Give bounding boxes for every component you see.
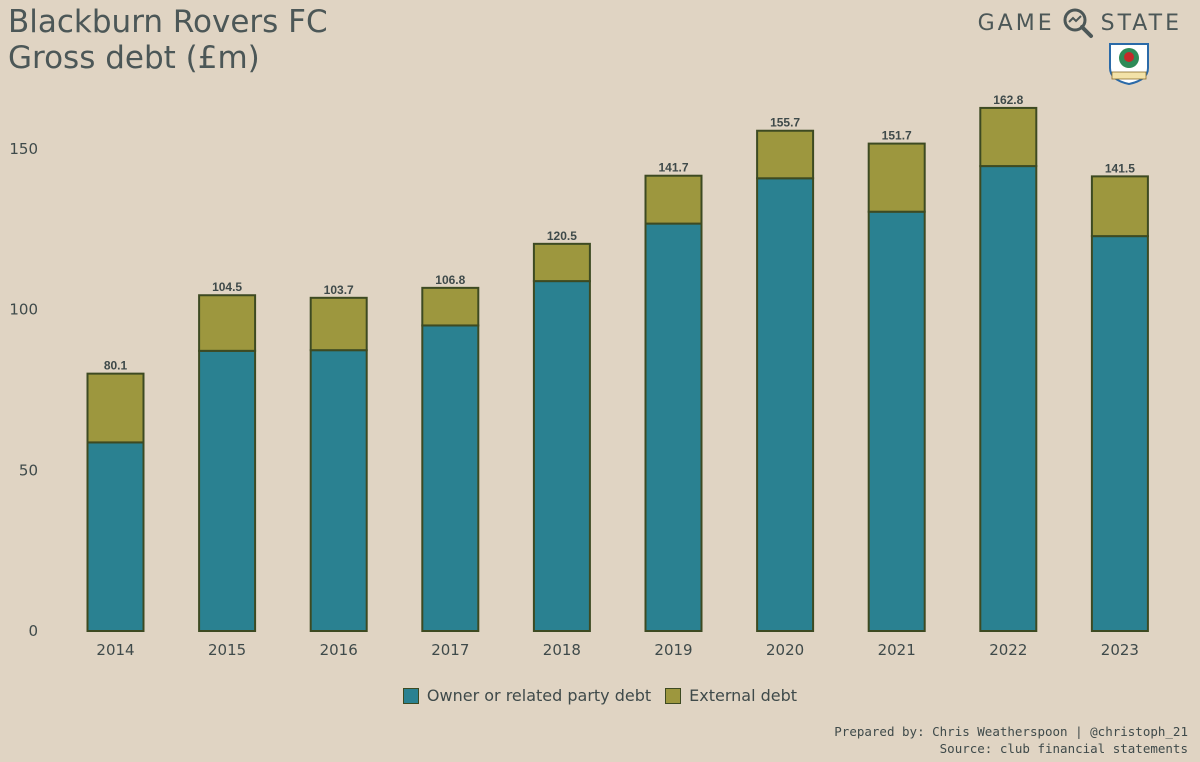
y-tick-label: 50 [19,461,38,479]
x-tick-label: 2015 [208,641,246,659]
bar-external-debt [756,129,815,180]
bar-external-debt [644,174,703,225]
bar-total-label: 80.1 [104,359,128,373]
bar-total-label: 141.7 [658,161,688,175]
bar-owner-debt [86,441,145,633]
x-tick-label: 2022 [989,641,1027,659]
x-tick-label: 2016 [320,641,358,659]
bar-owner-debt [1090,235,1149,632]
bar-owner-debt [867,210,926,633]
brand-word-left: GAME [977,10,1055,36]
game-state-logo: GAME STATE [978,6,1182,40]
prepared-by: Prepared by: Chris Weatherspoon | @chris… [834,724,1188,739]
bar-external-debt [86,372,145,444]
bar-owner-debt [421,324,480,632]
footer-credits: Prepared by: Chris Weatherspoon | @chris… [834,723,1188,757]
legend: Owner or related party debt External deb… [0,686,1200,705]
bar-owner-debt [756,177,815,632]
bar-total-label: 151.7 [882,129,912,143]
x-tick-label: 2023 [1101,641,1139,659]
bar-total-label: 162.8 [993,93,1023,107]
y-tick-label: 0 [28,622,38,640]
chart-title: Blackburn Rovers FC Gross debt (£m) [8,4,328,76]
legend-label-external-debt: External debt [689,686,798,705]
x-axis: 2014 2015 2016 2017 2018 2019 2020 2021 2022 2023 [96,641,1139,659]
x-tick-label: 2019 [654,641,692,659]
y-tick-label: 100 [9,301,38,319]
x-tick-label: 2017 [431,641,469,659]
bar-total-label: 106.8 [435,273,465,287]
bars [86,106,1149,633]
legend-item-external-debt: External debt [665,686,797,705]
legend-swatch-owner-debt [402,687,419,704]
bar-external-debt [532,242,591,283]
bar-owner-debt [309,349,368,632]
legend-swatch-external-debt [665,687,682,704]
bar-total-label: 104.5 [212,280,242,294]
bar-external-debt [421,286,480,327]
y-axis: 0 50 100 150 [9,140,38,640]
club-crest-icon [1109,43,1149,86]
y-tick-label: 150 [9,140,38,158]
title-line-1: Blackburn Rovers FC [8,4,328,40]
bar-external-debt [979,106,1038,168]
bar-external-debt [1090,175,1149,238]
bar-total-label: 103.7 [324,283,354,297]
bar-total-label: 155.7 [770,116,800,130]
bar-external-debt [867,142,926,213]
bar-owner-debt [979,165,1038,633]
brand-word-right: STATE [1100,10,1182,36]
title-line-2: Gross debt (£m) [8,40,260,76]
bar-total-label: 120.5 [547,229,577,243]
magnifier-icon [1063,8,1093,38]
source-note: Source: club financial statements [939,741,1188,756]
bar-external-debt [198,294,257,352]
x-tick-label: 2014 [96,641,134,659]
bar-owner-debt [198,349,257,632]
bar-external-debt [309,296,368,352]
bar-owner-debt [532,280,591,632]
x-tick-label: 2021 [878,641,916,659]
x-tick-label: 2020 [766,641,804,659]
legend-item-owner-debt: Owner or related party debt [402,686,652,705]
x-tick-label: 2018 [543,641,581,659]
bar-owner-debt [644,222,703,632]
bar-total-label: 141.5 [1105,161,1135,175]
legend-label-owner-debt: Owner or related party debt [426,686,652,705]
total-labels: 80.1 104.5 103.7 106.8 120.5 141.7 155.7 151.7 1… [104,93,1135,373]
